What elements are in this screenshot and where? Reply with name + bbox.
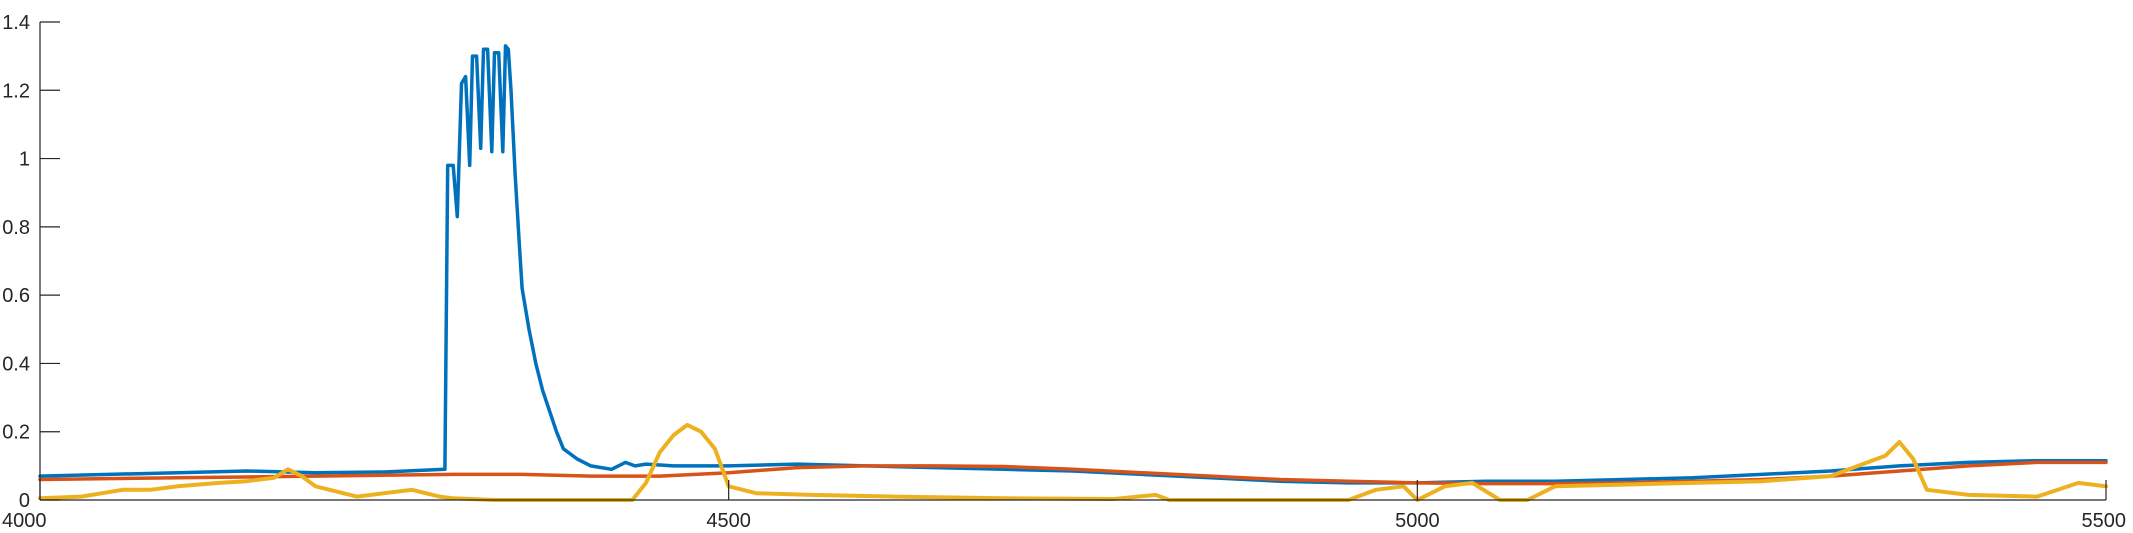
y-tick-label: 1.2 <box>2 80 30 102</box>
series-line-1 <box>38 44 2108 485</box>
x-tick-label: 4500 <box>706 510 751 532</box>
series-layer <box>38 44 2108 502</box>
y-tick-label: 0 <box>19 490 30 512</box>
y-tick-label: 1 <box>19 149 30 171</box>
series-line-3 <box>38 422 2108 502</box>
axes <box>39 22 2106 501</box>
y-tick-label: 0.6 <box>2 285 30 307</box>
x-tick-label: 5500 <box>2082 510 2127 532</box>
x-tick-label: 4000 <box>2 510 47 532</box>
ticks: 0 0.2 0.4 0.6 0.8 1 1.2 1.4 4000 4500 5000 5500 <box>2 12 2126 532</box>
x-tick-label: 5000 <box>1395 510 1440 532</box>
y-tick-label: 1.4 <box>2 12 30 34</box>
y-tick-label: 0.4 <box>2 353 30 375</box>
y-tick-label: 0.2 <box>2 422 30 444</box>
y-tick-label: 0.8 <box>2 217 30 239</box>
